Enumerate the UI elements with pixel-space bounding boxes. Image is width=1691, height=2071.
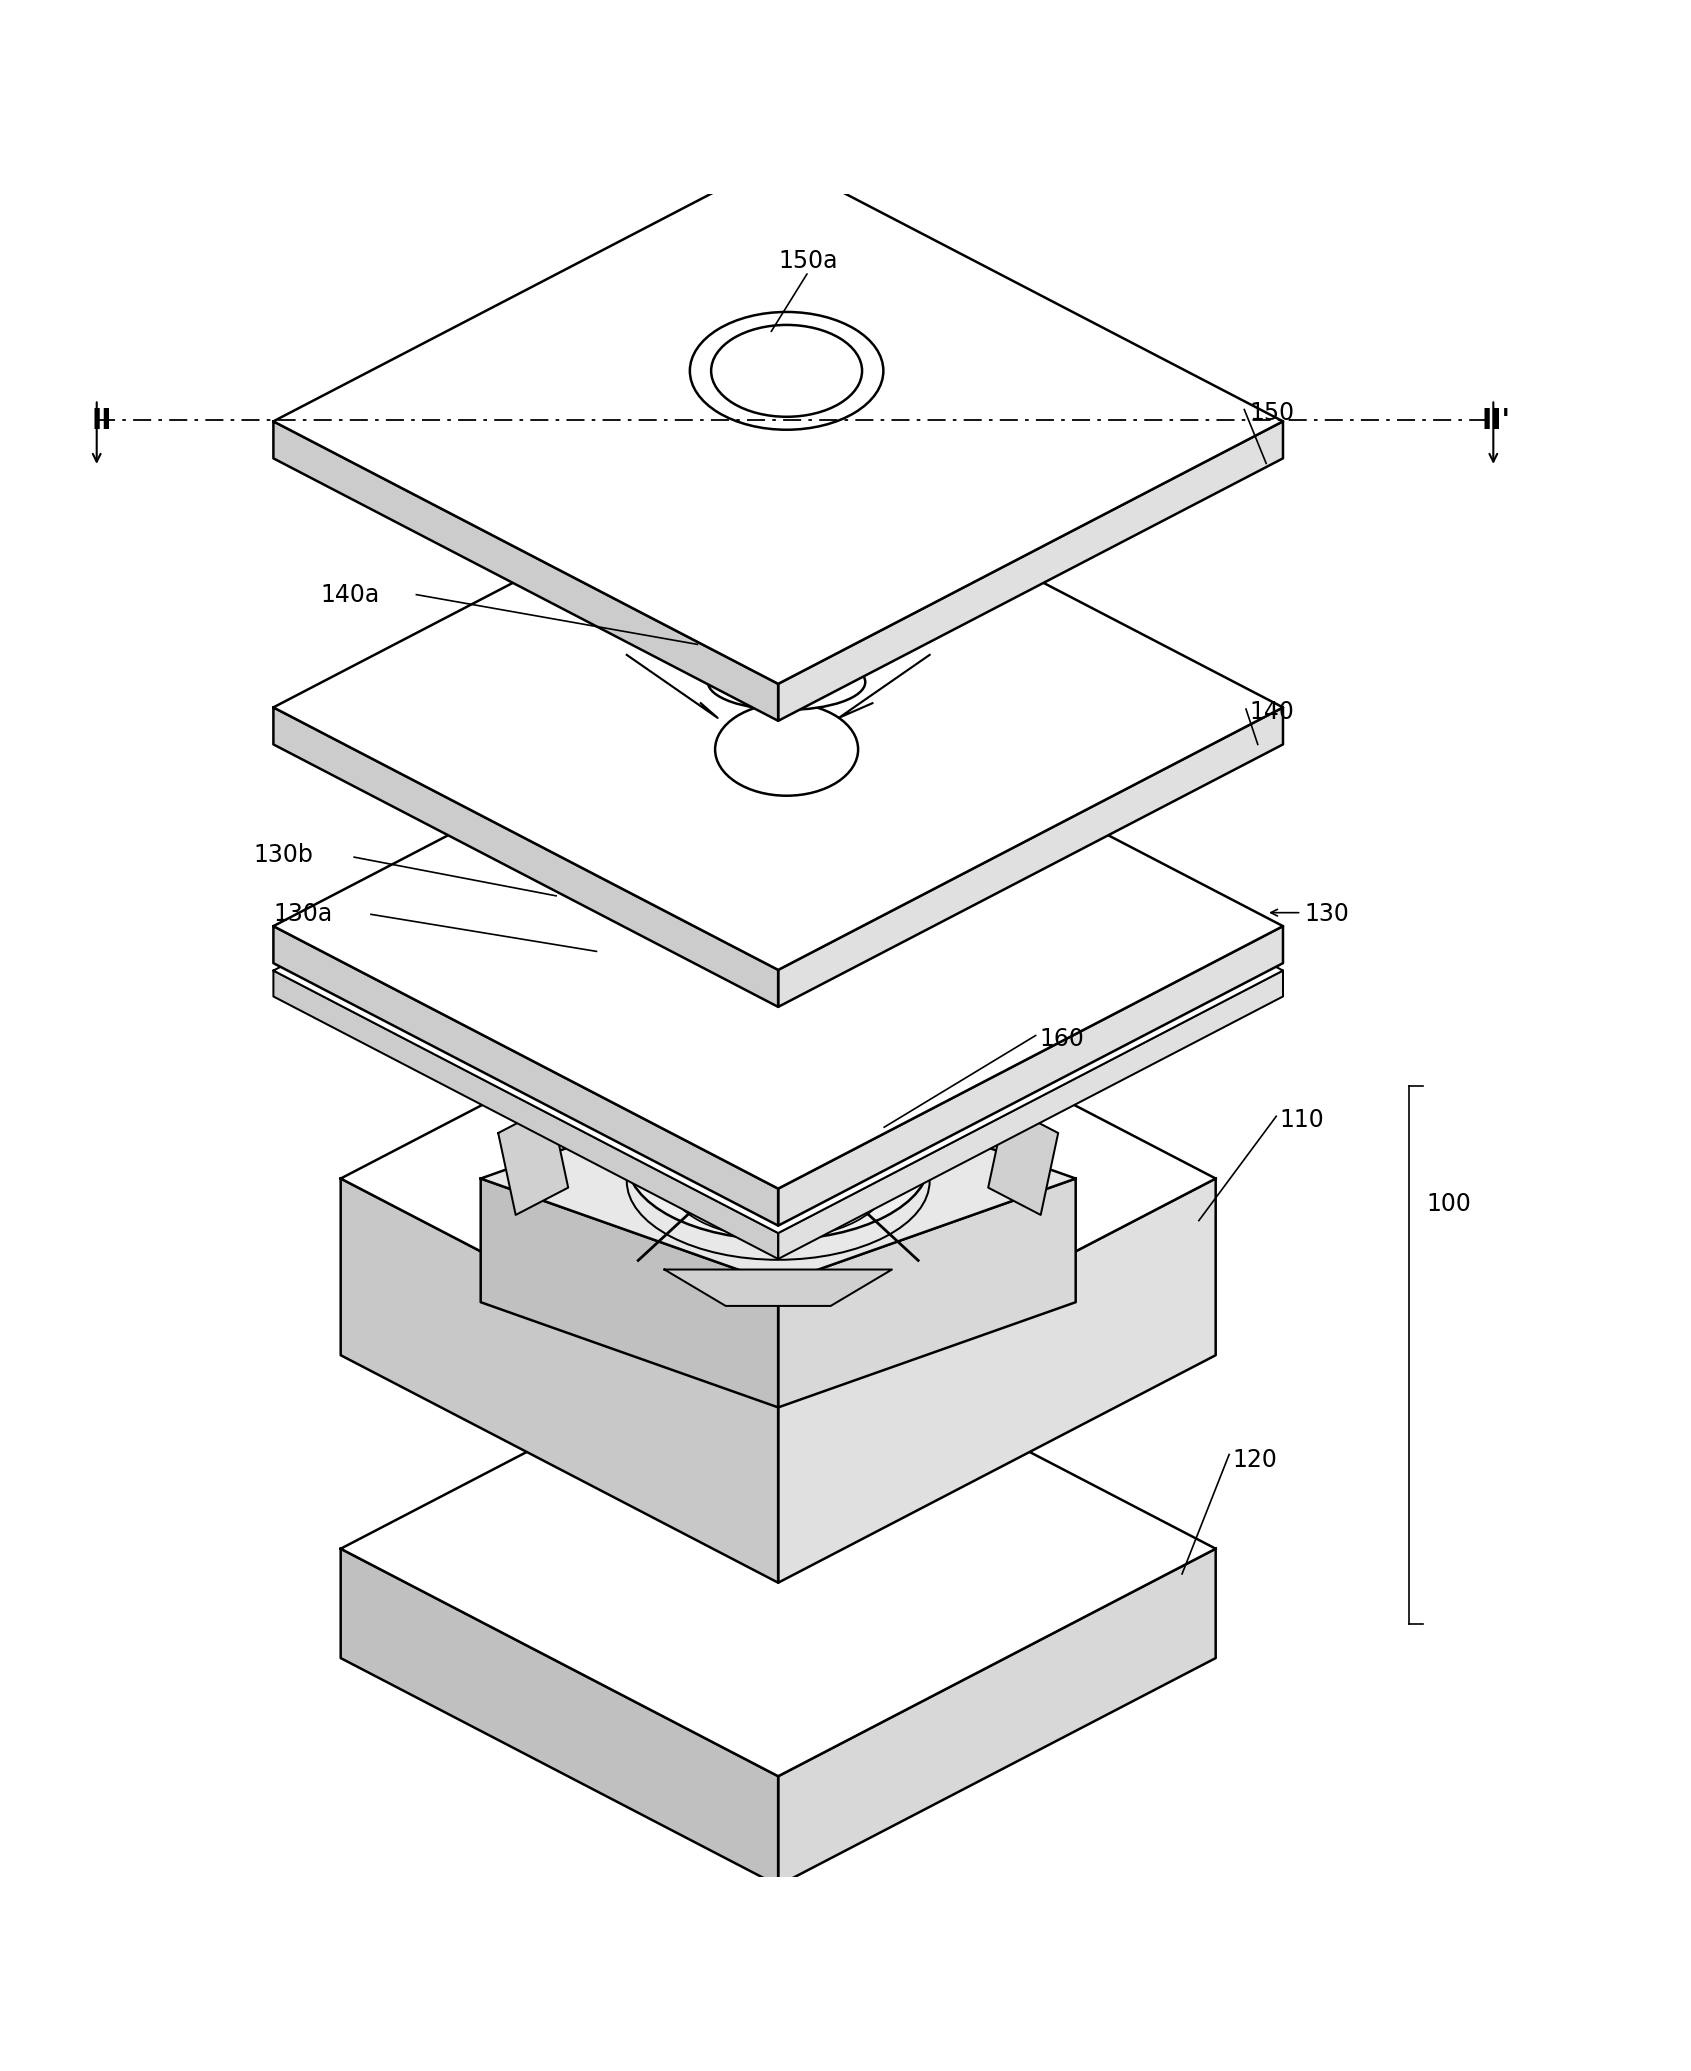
Text: 150a: 150a bbox=[780, 249, 839, 273]
Text: 130: 130 bbox=[1305, 903, 1349, 926]
Polygon shape bbox=[274, 159, 1283, 683]
Polygon shape bbox=[340, 1321, 1216, 1777]
Polygon shape bbox=[274, 708, 1283, 1232]
Polygon shape bbox=[778, 708, 1283, 1007]
Polygon shape bbox=[480, 1073, 1075, 1284]
Polygon shape bbox=[274, 971, 778, 1259]
Text: 160: 160 bbox=[1038, 1027, 1084, 1050]
Ellipse shape bbox=[715, 704, 857, 795]
Polygon shape bbox=[778, 420, 1283, 721]
Polygon shape bbox=[778, 1178, 1075, 1408]
Polygon shape bbox=[274, 420, 778, 721]
Polygon shape bbox=[340, 1178, 778, 1582]
Text: 140: 140 bbox=[1250, 700, 1294, 725]
Polygon shape bbox=[340, 1549, 778, 1885]
Text: 110: 110 bbox=[1280, 1108, 1324, 1131]
Text: 130b: 130b bbox=[254, 843, 313, 868]
Polygon shape bbox=[988, 1106, 1059, 1216]
Ellipse shape bbox=[668, 1104, 888, 1218]
Text: 130a: 130a bbox=[274, 903, 333, 926]
Text: 120: 120 bbox=[1233, 1448, 1277, 1472]
Polygon shape bbox=[274, 445, 1283, 969]
Text: II: II bbox=[91, 408, 112, 435]
Ellipse shape bbox=[627, 1083, 930, 1241]
Text: II': II' bbox=[1481, 408, 1510, 435]
Polygon shape bbox=[778, 926, 1283, 1226]
Polygon shape bbox=[648, 1176, 910, 1216]
Polygon shape bbox=[499, 1106, 568, 1216]
Ellipse shape bbox=[709, 654, 866, 710]
Polygon shape bbox=[274, 926, 778, 1226]
Polygon shape bbox=[778, 971, 1283, 1259]
Polygon shape bbox=[778, 1178, 1216, 1582]
Polygon shape bbox=[274, 663, 1283, 1189]
Text: 150: 150 bbox=[1250, 402, 1295, 425]
Polygon shape bbox=[340, 951, 1216, 1406]
Ellipse shape bbox=[690, 313, 883, 431]
Ellipse shape bbox=[712, 325, 862, 416]
Polygon shape bbox=[665, 1270, 891, 1307]
Text: 100: 100 bbox=[1426, 1191, 1471, 1216]
Polygon shape bbox=[274, 708, 778, 1007]
Polygon shape bbox=[480, 1178, 778, 1408]
Text: 140a: 140a bbox=[321, 582, 380, 607]
Polygon shape bbox=[778, 1549, 1216, 1885]
Polygon shape bbox=[665, 1033, 891, 1069]
